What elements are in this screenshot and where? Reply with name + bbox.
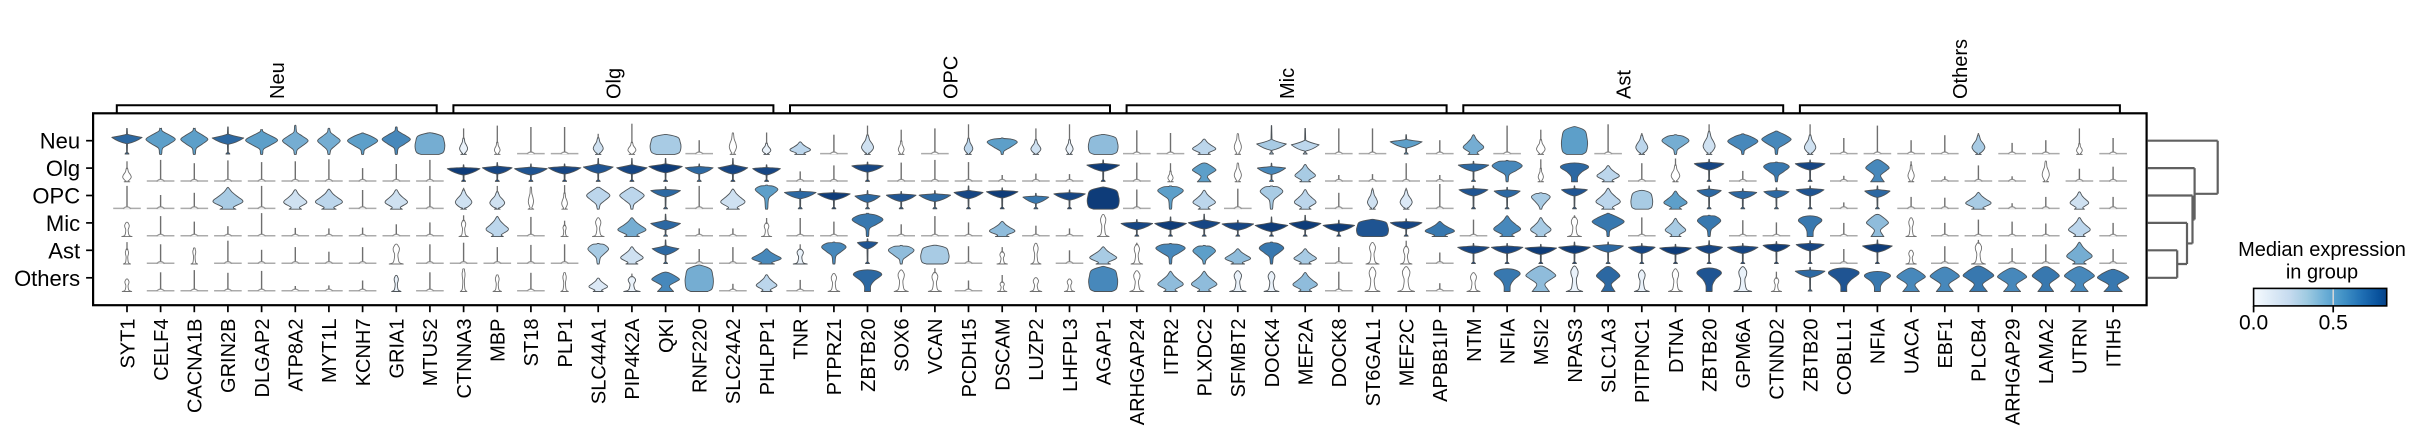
svg-text:CELF4: CELF4: [151, 319, 173, 381]
svg-text:LAMA2: LAMA2: [2036, 319, 2058, 385]
svg-text:UTRN: UTRN: [2070, 319, 2092, 375]
svg-text:ST18: ST18: [521, 319, 543, 367]
svg-text:SFMBT2: SFMBT2: [1228, 319, 1250, 398]
svg-text:VCAN: VCAN: [925, 319, 947, 375]
svg-text:DSCAM: DSCAM: [993, 319, 1015, 391]
svg-text:MBP: MBP: [488, 319, 510, 362]
svg-text:AGAP1: AGAP1: [1094, 319, 1116, 386]
svg-text:DOCK8: DOCK8: [1329, 319, 1351, 388]
svg-text:PCDH15: PCDH15: [959, 319, 981, 398]
svg-text:Olg: Olg: [46, 156, 80, 181]
svg-text:ITIH5: ITIH5: [2103, 319, 2125, 368]
svg-text:GRIA1: GRIA1: [387, 319, 409, 379]
svg-text:Mic: Mic: [1277, 68, 1299, 99]
svg-text:DTNA: DTNA: [1666, 318, 1688, 373]
svg-text:DLGAP2: DLGAP2: [252, 319, 274, 398]
svg-text:DOCK4: DOCK4: [1262, 319, 1284, 388]
svg-text:ARHGAP24: ARHGAP24: [1127, 319, 1149, 426]
svg-text:PIP4K2A: PIP4K2A: [622, 318, 644, 400]
svg-text:in group: in group: [2286, 262, 2358, 284]
svg-text:SOX6: SOX6: [892, 319, 914, 372]
svg-text:SLC24A2: SLC24A2: [723, 319, 745, 405]
svg-text:PHLPP1: PHLPP1: [757, 319, 779, 396]
svg-text:Ast: Ast: [1614, 70, 1636, 99]
svg-text:PITPNC1: PITPNC1: [1632, 319, 1654, 403]
svg-text:NFIA: NFIA: [1497, 318, 1519, 364]
svg-text:ATP8A2: ATP8A2: [286, 319, 308, 392]
svg-text:MEF2C: MEF2C: [1397, 319, 1419, 387]
svg-text:Neu: Neu: [267, 62, 289, 99]
svg-text:Olg: Olg: [604, 68, 626, 99]
svg-text:PLXDC2: PLXDC2: [1195, 319, 1217, 397]
svg-text:Others: Others: [14, 266, 80, 291]
svg-text:NPAS3: NPAS3: [1565, 319, 1587, 383]
svg-text:PTPRZ1: PTPRZ1: [824, 319, 846, 396]
svg-text:ITPR2: ITPR2: [1161, 319, 1183, 376]
svg-text:NFIA: NFIA: [1868, 318, 1890, 364]
svg-text:COBLL1: COBLL1: [1834, 319, 1856, 396]
svg-text:OPC: OPC: [32, 184, 80, 209]
svg-text:ARHGAP29: ARHGAP29: [2002, 319, 2024, 426]
svg-text:MTUS2: MTUS2: [420, 319, 442, 387]
svg-text:CTNNA3: CTNNA3: [454, 319, 476, 399]
svg-text:TNR: TNR: [791, 319, 813, 360]
svg-text:CTNND2: CTNND2: [1767, 319, 1789, 400]
svg-text:Mic: Mic: [46, 211, 80, 236]
svg-text:SLC44A1: SLC44A1: [589, 319, 611, 405]
svg-text:UACA: UACA: [1901, 318, 1923, 374]
svg-text:MEF2A: MEF2A: [1296, 318, 1318, 385]
svg-text:KCNH7: KCNH7: [353, 319, 375, 387]
svg-text:CACNA1B: CACNA1B: [185, 319, 207, 413]
svg-text:Others: Others: [1950, 39, 1972, 99]
svg-text:ZBTB20: ZBTB20: [1800, 319, 1822, 392]
svg-text:Ast: Ast: [48, 238, 80, 263]
svg-text:SLC1A3: SLC1A3: [1598, 319, 1620, 394]
svg-text:0.0: 0.0: [2239, 312, 2268, 335]
svg-text:RNF220: RNF220: [690, 319, 712, 393]
svg-text:LHFPL3: LHFPL3: [1060, 319, 1082, 392]
svg-text:EBF1: EBF1: [1935, 319, 1957, 369]
svg-text:Median expression: Median expression: [2238, 239, 2406, 261]
svg-text:PLCB4: PLCB4: [1969, 319, 1991, 382]
svg-text:SYT1: SYT1: [117, 319, 139, 369]
svg-text:OPC: OPC: [940, 56, 962, 99]
svg-text:NTM: NTM: [1464, 319, 1486, 362]
svg-text:ZBTB20: ZBTB20: [1699, 319, 1721, 392]
svg-text:GRIN2B: GRIN2B: [218, 319, 240, 393]
svg-text:0.5: 0.5: [2319, 312, 2348, 335]
svg-text:PLP1: PLP1: [555, 319, 577, 368]
svg-text:LUZP2: LUZP2: [1026, 319, 1048, 381]
svg-text:ST6GAL1: ST6GAL1: [1363, 319, 1385, 407]
svg-text:Neu: Neu: [40, 129, 80, 154]
svg-text:APBB1IP: APBB1IP: [1430, 319, 1452, 402]
svg-text:GPM6A: GPM6A: [1733, 318, 1755, 389]
svg-text:MYT1L: MYT1L: [319, 319, 341, 383]
svg-text:ZBTB20: ZBTB20: [858, 319, 880, 392]
svg-text:MSI2: MSI2: [1531, 319, 1553, 366]
svg-text:QKI: QKI: [656, 319, 678, 353]
